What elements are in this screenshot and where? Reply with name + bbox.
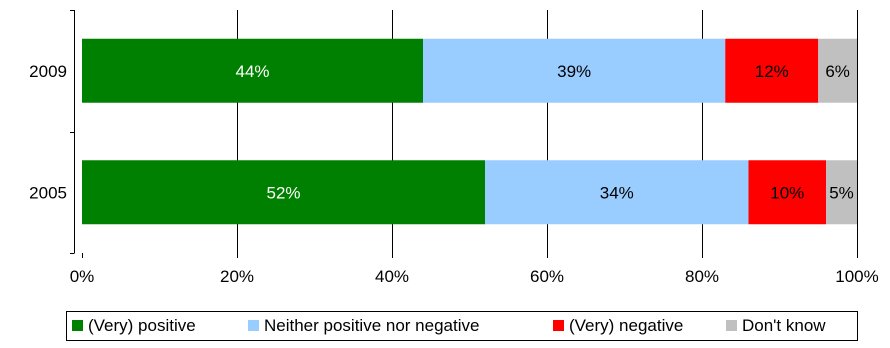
x-tick-label: 80%	[685, 267, 719, 286]
axes	[70, 10, 858, 258]
x-tick-label: 60%	[530, 267, 564, 286]
legend-box	[66, 311, 858, 341]
legend-label: Don't know	[742, 316, 826, 335]
y-tick-label: 2009	[29, 62, 67, 81]
bar-segment	[485, 160, 749, 225]
data-label: 10%	[770, 183, 804, 202]
data-label: 5%	[829, 183, 854, 202]
bar-segment	[818, 38, 857, 103]
legend-swatch	[553, 320, 564, 331]
bar-segment	[748, 160, 826, 225]
tick-labels: 0% 20% 40% 60% 80% 100% 2009 2005	[29, 62, 879, 286]
bar-segment	[725, 38, 819, 103]
bar-segment	[82, 160, 485, 225]
data-label: 39%	[557, 62, 591, 81]
x-tick-label: 40%	[375, 267, 409, 286]
legend: (Very) positive Neither positive nor nega…	[66, 311, 858, 341]
legend-swatch	[726, 320, 737, 331]
legend-swatch	[72, 320, 83, 331]
bar-segment	[423, 38, 726, 103]
bar-segment	[82, 38, 423, 103]
legend-label: Neither positive nor negative	[264, 316, 479, 335]
x-tick-label: 0%	[70, 267, 95, 286]
legend-label: (Very) positive	[88, 316, 196, 335]
data-label: 52%	[266, 183, 300, 202]
bars: 44% 39% 12% 6% 52% 34% 10% 5%	[82, 38, 857, 225]
data-label: 34%	[600, 183, 634, 202]
bar-segment	[826, 160, 857, 225]
x-tick-label: 20%	[220, 267, 254, 286]
data-label: 44%	[235, 62, 269, 81]
y-tick-label: 2005	[29, 183, 67, 202]
legend-label: (Very) negative	[569, 316, 683, 335]
legend-swatch	[248, 320, 259, 331]
data-label: 12%	[755, 62, 789, 81]
data-label: 6%	[825, 62, 850, 81]
x-tick-label: 100%	[835, 267, 878, 286]
